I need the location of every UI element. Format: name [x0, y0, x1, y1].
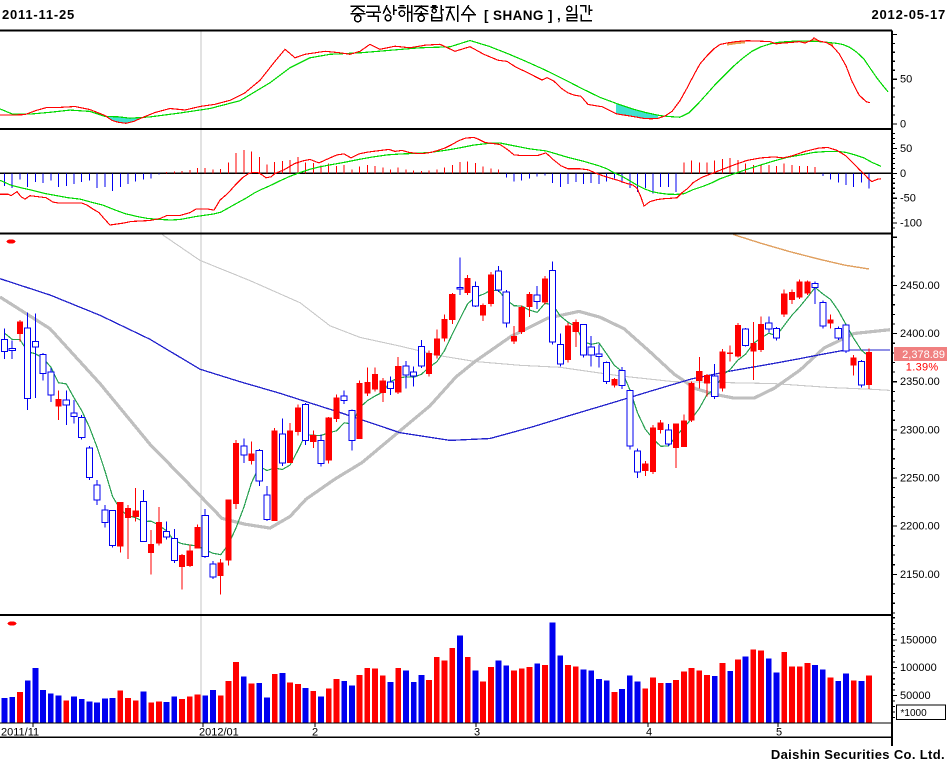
- svg-text:0: 0: [900, 119, 906, 131]
- svg-text:2012/01: 2012/01: [199, 727, 239, 739]
- svg-text:2: 2: [312, 727, 318, 739]
- svg-text:2200.00: 2200.00: [900, 521, 940, 533]
- svg-text:2250.00: 2250.00: [900, 473, 940, 485]
- svg-text:2350.00: 2350.00: [900, 376, 940, 388]
- svg-text:2450.00: 2450.00: [900, 280, 940, 292]
- svg-text:[ SHANG ] ,: [ SHANG ] ,: [484, 8, 561, 23]
- svg-text:2,378.89: 2,378.89: [902, 349, 945, 361]
- svg-text:150000: 150000: [900, 634, 937, 646]
- svg-text:50000: 50000: [900, 690, 931, 702]
- svg-text:-50: -50: [900, 193, 916, 205]
- svg-text:-100: -100: [900, 218, 922, 230]
- svg-text:Daishin Securities Co. Ltd.: Daishin Securities Co. Ltd.: [771, 747, 945, 762]
- svg-text:4: 4: [646, 727, 652, 739]
- svg-text:*1000: *1000: [901, 708, 928, 719]
- svg-text:100000: 100000: [900, 662, 937, 674]
- svg-text:5: 5: [776, 727, 782, 739]
- svg-text:2011/11: 2011/11: [1, 727, 39, 739]
- svg-text:1.39%: 1.39%: [906, 362, 939, 374]
- svg-text:2150.00: 2150.00: [900, 569, 940, 581]
- svg-text:2400.00: 2400.00: [900, 328, 940, 340]
- svg-text:0: 0: [900, 168, 906, 180]
- svg-text:3: 3: [474, 727, 480, 739]
- svg-text:50: 50: [900, 143, 912, 155]
- svg-text:50: 50: [900, 74, 912, 86]
- svg-text:2011-11-25: 2011-11-25: [2, 7, 75, 22]
- svg-text:2012-05-17: 2012-05-17: [872, 7, 947, 22]
- svg-text:2300.00: 2300.00: [900, 424, 940, 436]
